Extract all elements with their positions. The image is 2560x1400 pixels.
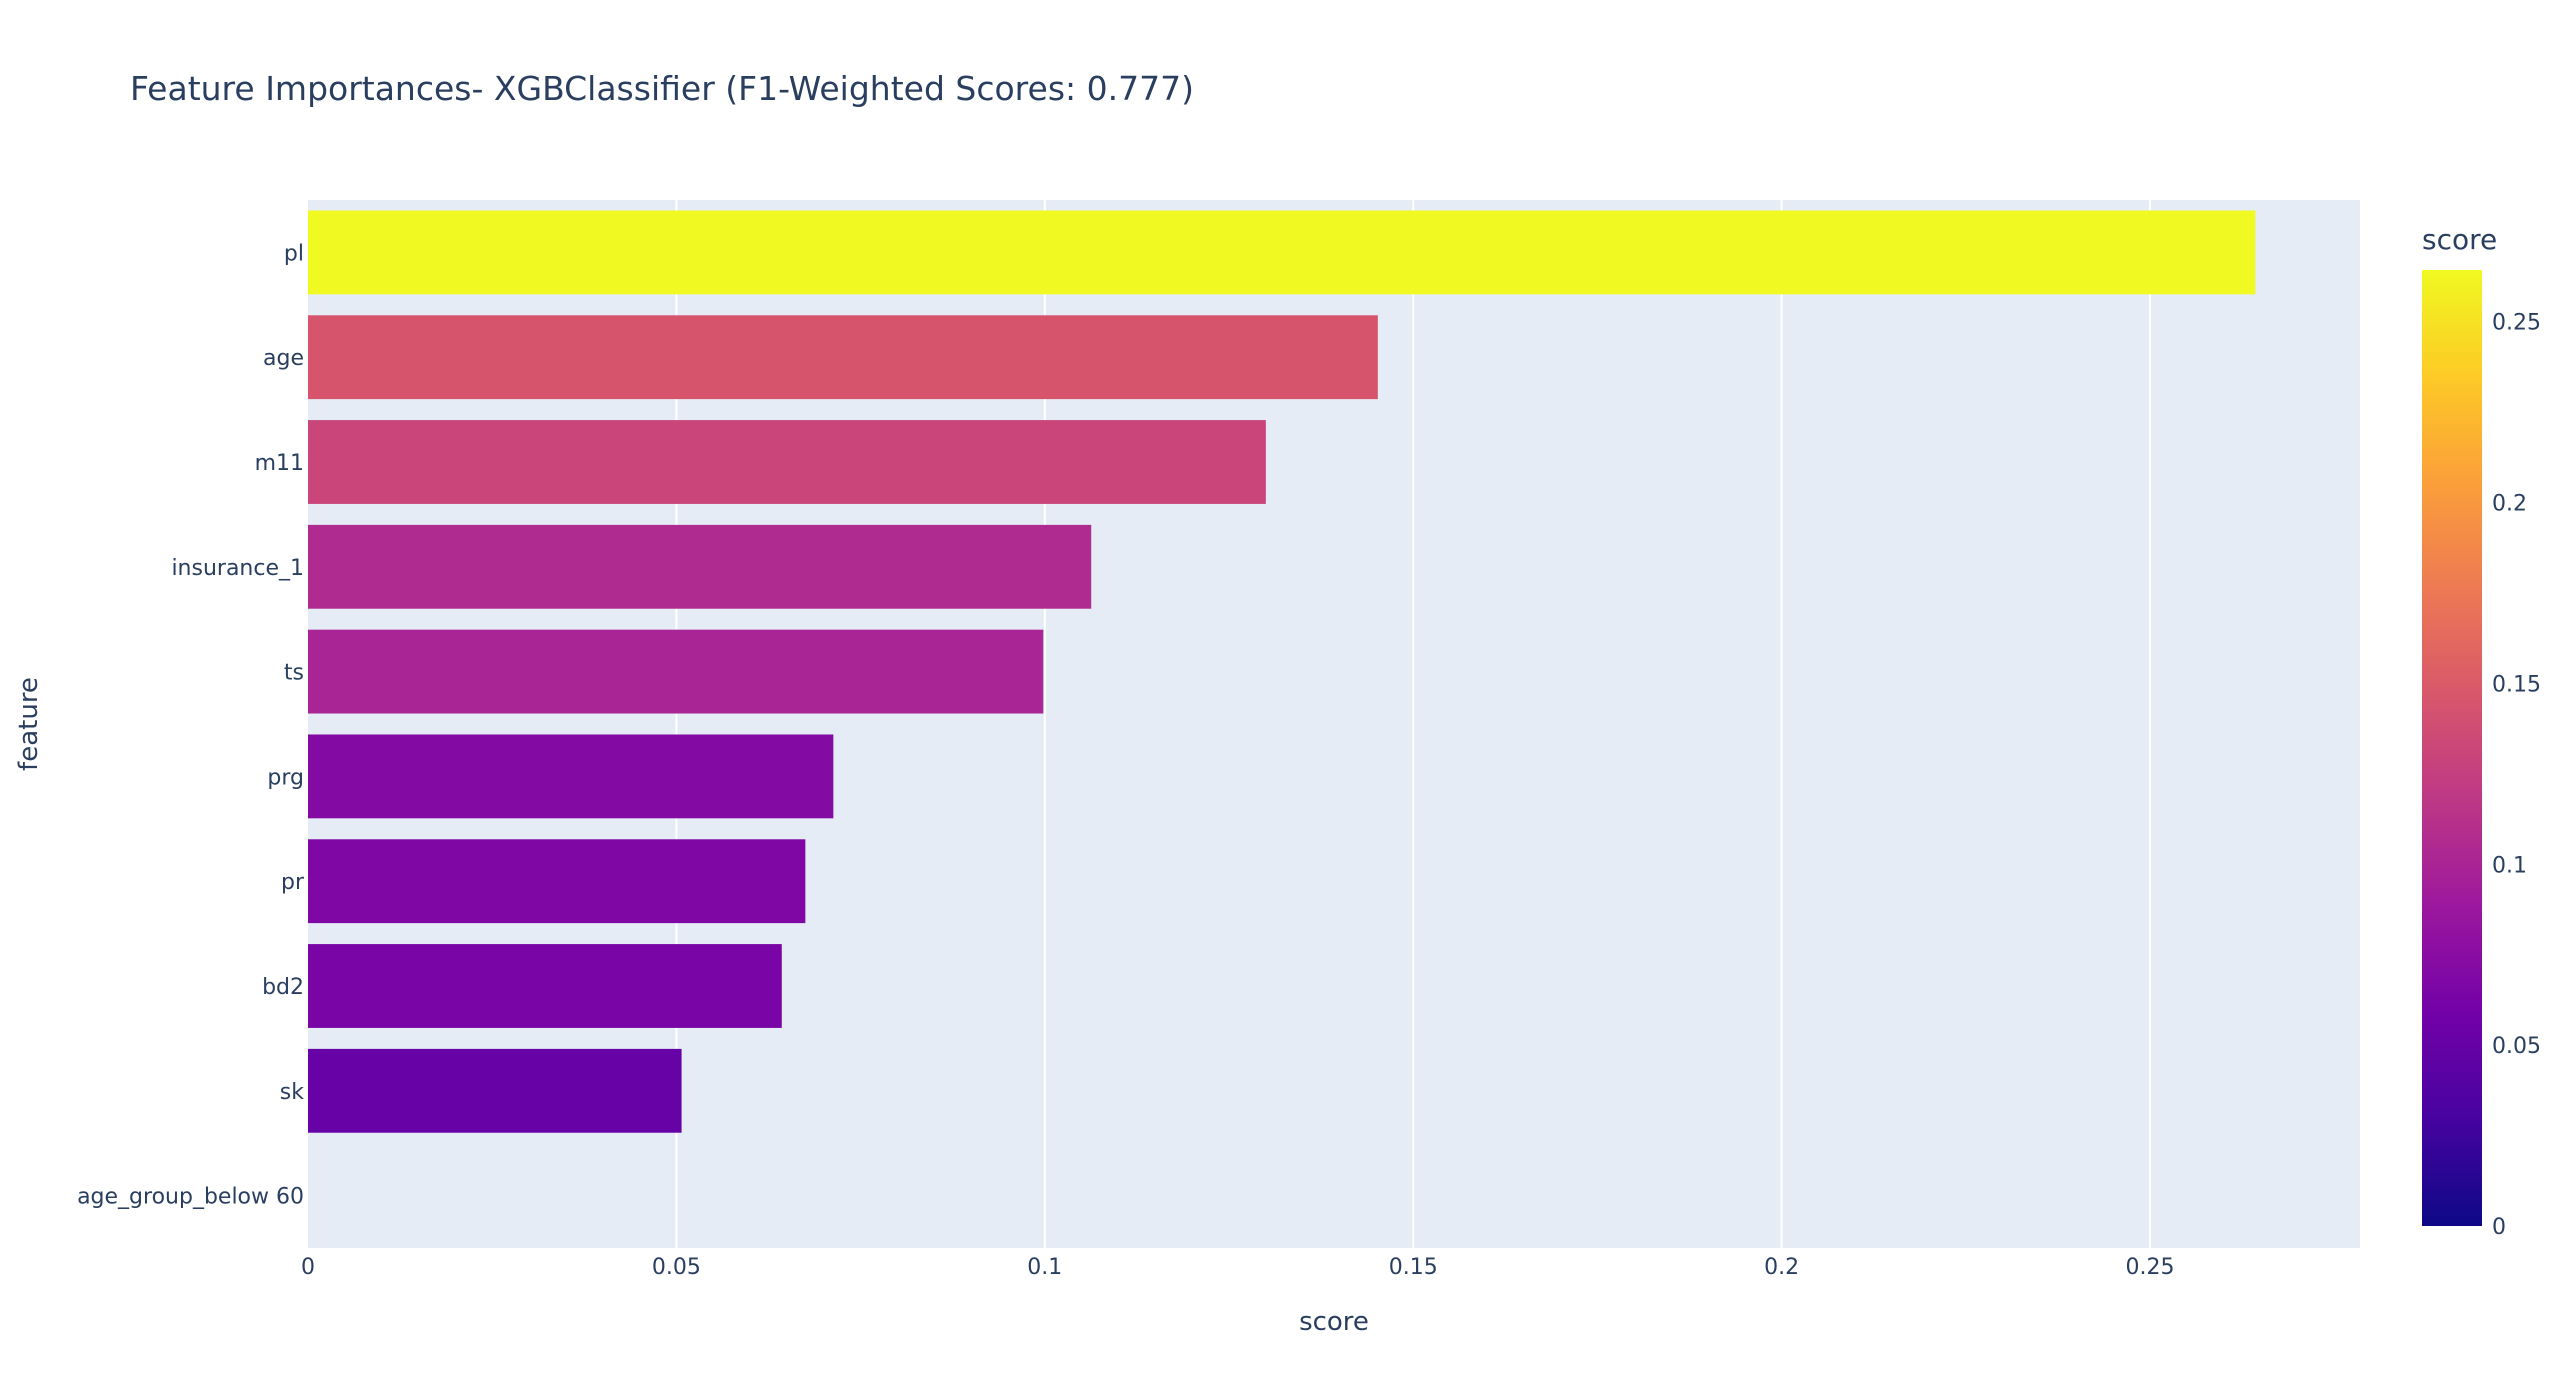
bar (308, 839, 806, 924)
colorbar (2422, 270, 2482, 1226)
x-axis-title: score (1299, 1307, 1369, 1337)
colorbar-tick-label: 0.2 (2492, 492, 2527, 517)
colorbar-tick-label: 0.1 (2492, 853, 2527, 878)
colorbar-tick-label: 0 (2492, 1215, 2506, 1240)
bars (308, 210, 2256, 1133)
bar (308, 420, 1266, 504)
x-tick-label: 0.25 (2126, 1255, 2175, 1280)
x-tick-labels: 0 0.05 0.1 0.15 0.2 0.25 (301, 1255, 2175, 1280)
colorbar-tick-label: 0.25 (2492, 311, 2541, 336)
y-tick-labels: pl age m11 insurance_1ts prg pr bd2 sk age_group… (77, 241, 305, 1209)
bar (308, 734, 834, 819)
bar (308, 524, 1092, 609)
colorbar-tick-labels: 0 0.05 0.1 0.15 0.2 0.25 (2492, 311, 2541, 1240)
colorbar-title: score (2422, 223, 2497, 256)
y-tick-label: bd2 (262, 975, 304, 1000)
y-tick-label: age_group_below 60 (77, 1185, 304, 1210)
bar (308, 315, 1378, 400)
bar (308, 629, 1044, 714)
x-tick-label: 0.2 (1764, 1255, 1799, 1280)
bar (308, 944, 782, 1028)
y-tick-label: m11 (255, 451, 304, 476)
x-tick-label: 0.05 (652, 1255, 701, 1280)
y-tick-label: pr (281, 870, 305, 895)
y-tick-label: pl (284, 241, 304, 266)
y-tick-label: age (263, 346, 304, 371)
colorbar-tick-label: 0.05 (2492, 1034, 2541, 1059)
bar (308, 210, 2256, 295)
y-tick-label: insurance_1 (171, 556, 304, 581)
y-tick-label: sk (280, 1080, 304, 1105)
x-tick-label: 0 (301, 1255, 315, 1280)
x-tick-label: 0.1 (1027, 1255, 1062, 1280)
colorbar-tick-label: 0.15 (2492, 672, 2541, 697)
y-tick-label: ts (284, 661, 304, 686)
y-tick-label: prg (267, 765, 304, 790)
bar (308, 1048, 682, 1133)
x-tick-label: 0.15 (1389, 1255, 1438, 1280)
y-axis-title: feature (14, 677, 44, 771)
chart-title: Feature Importances- XGBClassifier (F1-W… (130, 69, 1194, 108)
